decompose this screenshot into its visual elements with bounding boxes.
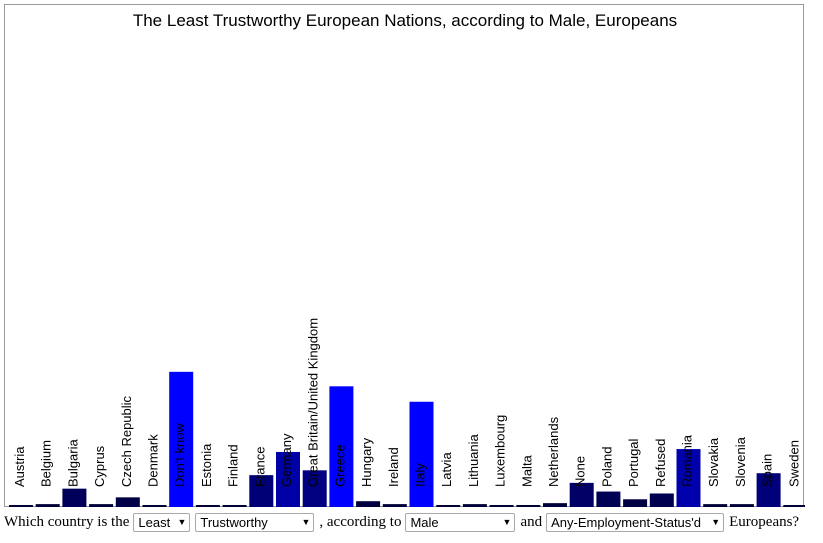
- category-label: Denmark: [146, 434, 161, 487]
- bar-denmark: [142, 505, 167, 507]
- bar-romania: [676, 449, 701, 507]
- dropdown-arrow-icon: ▼: [177, 517, 187, 527]
- category-label: Estonia: [199, 443, 214, 487]
- category-label: Poland: [599, 447, 614, 487]
- bar-latvia: [436, 505, 461, 507]
- bar-luxembourg: [489, 505, 514, 507]
- bar-italy: [409, 401, 434, 507]
- bar-sweden: [783, 505, 805, 507]
- category-label: Belgium: [39, 440, 54, 487]
- bar-poland: [596, 491, 621, 507]
- bar-none: [569, 482, 594, 507]
- bar-don-t-know: [169, 371, 194, 507]
- chart-frame: Austria Belgium Bulgaria Cyprus Czech Republ…: [4, 4, 805, 507]
- bar-belgium: [35, 504, 60, 507]
- category-label: Malta: [519, 454, 534, 487]
- gender-select[interactable]: Male ▼: [405, 512, 516, 532]
- question-middle: , according to: [319, 513, 402, 530]
- bar-chart: Austria Belgium Bulgaria Cyprus Czech Republ…: [9, 318, 805, 507]
- category-label: Great Britain/United Kingdom: [306, 318, 321, 487]
- category-label: Latvia: [439, 452, 454, 487]
- category-label: Netherlands: [546, 416, 561, 487]
- category-label: Slovenia: [733, 436, 748, 487]
- category-label: Luxembourg: [493, 415, 508, 487]
- category-label: Ireland: [386, 447, 401, 487]
- bar-greece: [329, 386, 354, 507]
- category-label: Lithuania: [466, 433, 481, 487]
- bar-finland: [222, 505, 247, 507]
- dropdown-arrow-icon: ▼: [301, 517, 311, 527]
- category-label: Greece: [332, 444, 347, 487]
- bar-ireland: [382, 504, 407, 507]
- trait-select-value: Trustworthy: [200, 514, 268, 530]
- question-prefix: Which country is the: [4, 513, 130, 530]
- bar-lithuania: [462, 504, 487, 507]
- question-suffix: Europeans?: [729, 513, 800, 530]
- category-label: Portugal: [626, 438, 641, 487]
- question-and: and: [520, 513, 543, 530]
- category-label: Finland: [226, 444, 241, 487]
- bar-refused: [649, 493, 674, 507]
- bar-slovakia: [703, 504, 728, 507]
- bar-portugal: [623, 499, 648, 507]
- bar-czech-republic: [115, 497, 140, 507]
- bar-spain: [756, 473, 781, 507]
- bar-austria: [9, 505, 33, 507]
- category-label: Austria: [12, 446, 27, 487]
- bar-estonia: [195, 505, 220, 507]
- bar-germany: [276, 451, 300, 507]
- gender-select-value: Male: [410, 514, 439, 530]
- chart-title: The Least Trustworthy European Nations, …: [132, 11, 678, 30]
- category-label: None: [573, 456, 588, 487]
- bar-hungary: [356, 501, 381, 507]
- category-label: Germany: [279, 433, 294, 487]
- category-label: Hungary: [359, 437, 374, 487]
- category-label: Czech Republic: [119, 395, 134, 487]
- least-most-select-value: Least: [138, 514, 171, 530]
- bar-great-britain-united-kingdom: [302, 470, 327, 507]
- dropdown-arrow-icon: ▼: [502, 517, 512, 527]
- question-bar: Which country is the Least ▼ Trustworthy…: [4, 511, 803, 533]
- category-label: Sweden: [786, 440, 801, 487]
- dropdown-arrow-icon: ▼: [711, 517, 721, 527]
- employment-select[interactable]: Any-Employment-Status'd ▼: [546, 512, 725, 532]
- category-label: Italy: [413, 463, 428, 487]
- category-label: Don't know: [172, 422, 187, 487]
- bar-cyprus: [89, 504, 114, 507]
- category-label: France: [252, 447, 267, 487]
- bar-bulgaria: [62, 488, 87, 507]
- trait-select[interactable]: Trustworthy ▼: [195, 512, 315, 532]
- category-label: Refused: [653, 439, 668, 487]
- bar-netherlands: [543, 503, 567, 507]
- bar-malta: [516, 505, 541, 507]
- bar-france: [249, 475, 274, 507]
- category-label: Romania: [680, 434, 695, 487]
- category-label: Spain: [760, 454, 775, 487]
- category-label: Bulgaria: [65, 439, 80, 487]
- category-label: Cyprus: [92, 445, 107, 487]
- category-label: Slovakia: [706, 437, 721, 487]
- bar-slovenia: [729, 504, 754, 507]
- least-most-select[interactable]: Least ▼: [133, 512, 191, 532]
- employment-select-value: Any-Employment-Status'd: [551, 514, 701, 530]
